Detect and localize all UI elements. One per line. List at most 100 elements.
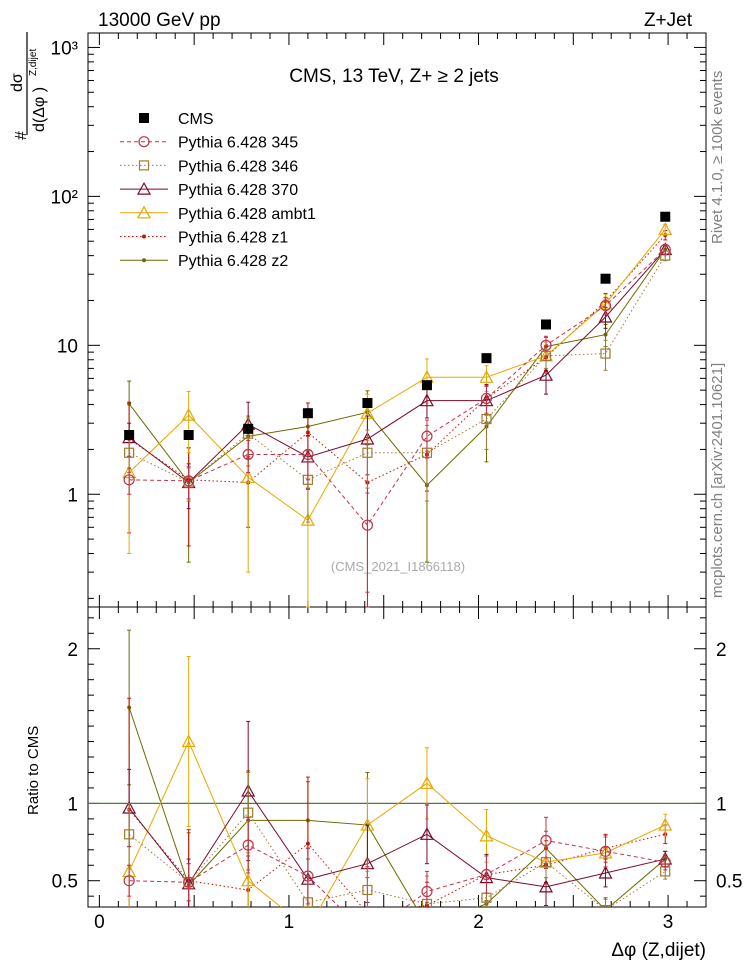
ratio-series-line <box>129 839 666 907</box>
data-point <box>242 448 254 461</box>
data-point <box>479 370 494 383</box>
data-point <box>302 448 314 461</box>
ylabel-denominator: d(Δφ ) <box>31 87 48 132</box>
data-point <box>658 222 673 236</box>
series-line <box>128 234 666 484</box>
ratio-series-line <box>128 809 666 907</box>
series-line <box>128 249 666 484</box>
legend-marker <box>142 258 146 263</box>
main-y-tick-label: 10 <box>57 336 78 357</box>
legend-entry-p345: Pythia 6.428 345 <box>120 135 298 152</box>
series-z1 <box>127 230 668 608</box>
legend-marker <box>138 136 150 148</box>
ratio-series-line <box>128 790 666 888</box>
x-axis-label: Δφ (Z,dijet) <box>611 940 706 961</box>
ratio-y-tick-label-right: 1 <box>716 794 727 815</box>
ratio-y-tick-label-right: 0.5 <box>716 872 742 893</box>
side-label-rivet: Rivet 4.1.0, ≥ 100k events <box>709 71 726 244</box>
data-point <box>183 429 194 440</box>
ratio-data-point <box>658 817 673 831</box>
data-point <box>660 211 671 222</box>
ratio-data-point <box>123 875 135 887</box>
ratio-data-point <box>599 845 612 857</box>
data-point <box>481 413 492 425</box>
series-ambt1 <box>122 222 673 608</box>
legend-label: Pythia 6.428 z1 <box>178 230 288 247</box>
ylabel-subscript: Z,dijet <box>28 49 39 76</box>
data-point <box>659 243 671 256</box>
main-ylabel: # dσ d(Δφ ) Z,dijet <box>9 32 48 140</box>
legend-marker <box>142 234 146 239</box>
ratio-data-point <box>540 834 552 847</box>
legend-label: Pythia 6.428 ambt1 <box>178 206 316 223</box>
data-point <box>540 339 552 351</box>
data-point <box>600 273 611 284</box>
legend-marker <box>139 113 149 123</box>
series-line <box>128 249 666 486</box>
data-point <box>183 475 195 487</box>
ratio-y-tick-label-right: 2 <box>716 640 727 661</box>
ratio-series-p370 <box>122 720 673 907</box>
legend-entry-z2: Pythia 6.428 z2 <box>120 253 288 270</box>
data-point <box>538 367 554 381</box>
series-cms <box>124 211 671 440</box>
ratio-y-tick-label: 1 <box>67 794 78 815</box>
series-line <box>128 229 666 521</box>
main-y-tick-label: 10² <box>51 187 78 208</box>
main-series <box>122 211 673 608</box>
data-point <box>362 397 373 408</box>
side-label-source: mcplots.cern.ch [arXiv:2401.10621] <box>709 363 726 598</box>
main-y-tick-label: 1 <box>67 485 78 506</box>
ratio-data-point <box>241 873 256 887</box>
main-title: CMS, 13 TeV, Z+ ≥ 2 jets <box>289 66 499 87</box>
ratio-data-point <box>124 829 135 840</box>
ratio-series-p346 <box>124 771 671 907</box>
ratio-data-point <box>242 839 254 851</box>
ratio-data-point <box>604 908 608 912</box>
data-point <box>599 299 612 312</box>
legend-entry-ambt1: Pythia 6.428 ambt1 <box>120 205 316 223</box>
data-point <box>302 408 313 419</box>
data-point <box>603 332 608 337</box>
main-y-tick-label: 10³ <box>51 38 78 59</box>
ratio-data-point <box>425 924 429 928</box>
data-point <box>598 309 613 323</box>
watermark: (CMS_2021_I1866118) <box>331 559 465 574</box>
ylabel-hash: # <box>13 131 30 140</box>
ratio-series <box>122 629 673 928</box>
ratio-data-point <box>302 870 314 882</box>
ratio-x-tick-label: 1 <box>284 912 295 933</box>
data-point <box>419 393 434 407</box>
ratio-series-line <box>128 811 666 907</box>
ratio-x-tick-label: 2 <box>473 912 484 933</box>
data-point <box>480 392 493 405</box>
data-point <box>541 319 552 330</box>
data-point <box>362 447 373 458</box>
ratio-series-p345 <box>123 816 671 907</box>
legend-entry-p346: Pythia 6.428 346 <box>120 158 298 175</box>
data-point <box>305 430 310 435</box>
ratio-data-point <box>479 828 494 842</box>
ratio-data-point <box>421 885 433 898</box>
ratio-series-line <box>128 740 666 907</box>
legend-marker <box>138 160 150 171</box>
data-point <box>123 474 135 486</box>
ratio-data-point <box>365 911 369 915</box>
data-point <box>361 519 374 531</box>
series-line <box>129 249 666 527</box>
ratio-axes: 0 1 2 3 0.5 0.5 1 1 2 2 <box>52 607 742 933</box>
ratio-data-point <box>305 841 310 846</box>
ratio-data-point <box>598 865 613 879</box>
ratio-data-point <box>183 876 195 888</box>
series-p345 <box>123 243 671 593</box>
data-point <box>124 447 135 458</box>
ratio-series-line <box>128 707 666 907</box>
data-point <box>481 353 492 364</box>
ratio-data-point <box>538 879 554 893</box>
data-point <box>421 430 433 442</box>
legend-entry-z1: Pythia 6.428 z1 <box>120 230 288 247</box>
ratio-y-tick-label: 0.5 <box>52 872 78 893</box>
ratio-y-tick-label: 2 <box>67 640 78 661</box>
ratio-data-point <box>419 827 434 840</box>
